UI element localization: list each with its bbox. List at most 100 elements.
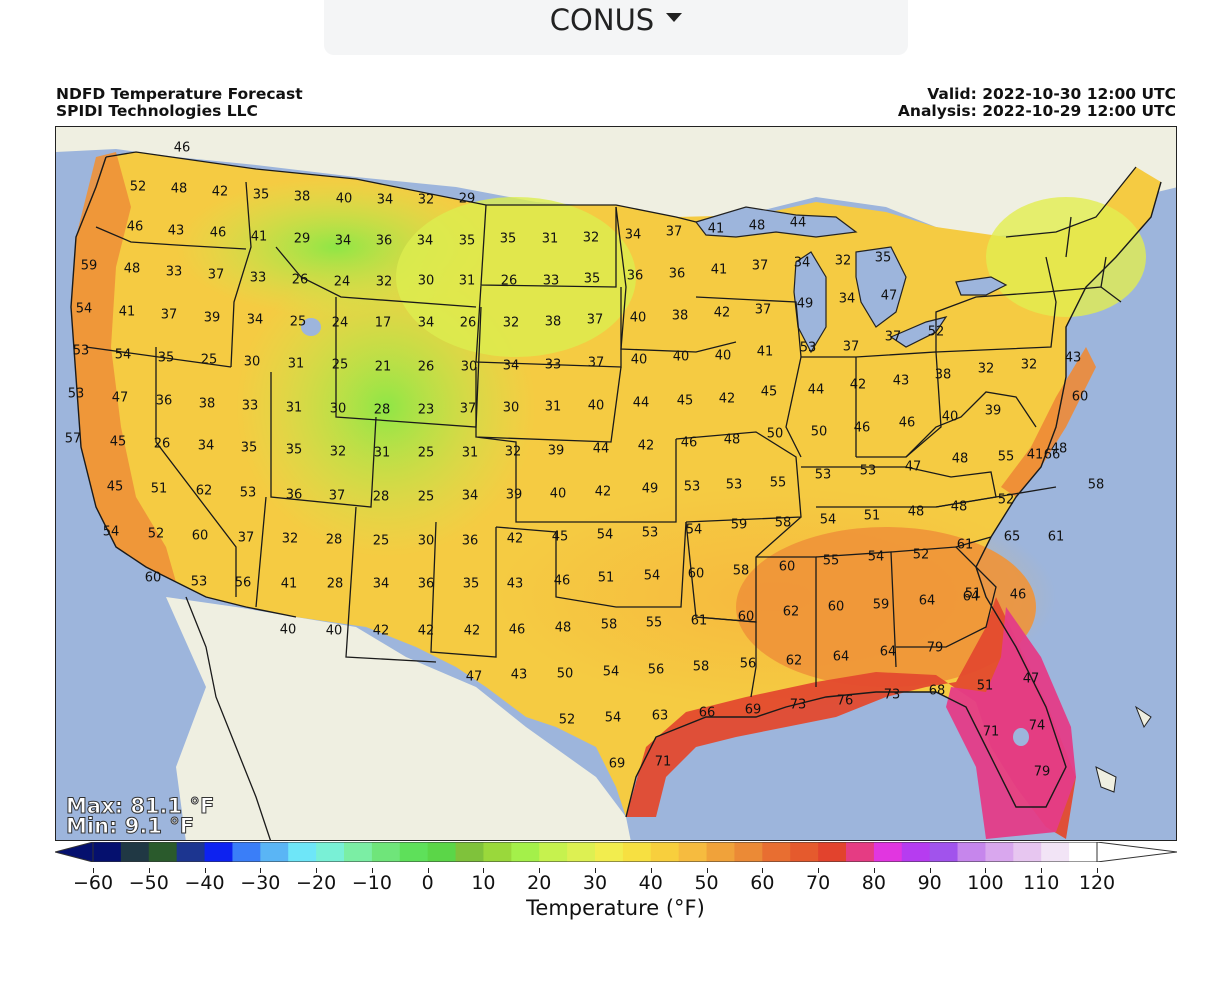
region-dropdown-value: CONUS	[549, 2, 655, 37]
station-temp-label: 71	[982, 724, 1000, 740]
station-temp-label: 50	[556, 666, 574, 682]
station-temp-label: 42	[713, 305, 731, 321]
colorbar-swatch	[455, 842, 485, 862]
station-temp-label: 40	[630, 352, 648, 368]
station-temp-label: 32	[375, 274, 393, 290]
colorbar-tick-mark	[595, 868, 596, 873]
station-temp-label: 40	[325, 623, 343, 639]
colorbar-swatch	[790, 842, 819, 862]
station-temp-label: 32	[417, 192, 435, 208]
colorbar-swatch	[567, 842, 596, 862]
station-temp-label: 51	[863, 508, 881, 524]
colorbar-swatch	[204, 842, 234, 862]
station-temp-label: 34	[793, 255, 811, 271]
station-temp-label: 64	[832, 649, 850, 665]
station-temp-label: 34	[334, 233, 352, 249]
colorbar-swatch	[901, 842, 931, 862]
figure-title: NDFD Temperature Forecast	[56, 85, 303, 103]
station-temp-label: 36	[417, 576, 435, 592]
station-temp-label: 55	[645, 615, 663, 631]
station-temp-label: 40	[587, 398, 605, 414]
station-temp-label: 29	[458, 191, 476, 207]
station-temp-label: 26	[153, 436, 171, 452]
station-temp-label: 55	[997, 449, 1015, 465]
station-temp-label: 31	[541, 231, 559, 247]
station-temp-label: 36	[461, 533, 479, 549]
colorbar-title: Temperature (°F)	[526, 896, 705, 920]
border-in-oh	[801, 351, 942, 458]
station-temp-label: 30	[502, 400, 520, 416]
station-temp-label: 35	[499, 231, 517, 247]
station-temp-label: 79	[1033, 764, 1051, 780]
station-temp-label: 17	[374, 315, 392, 331]
station-temp-label: 34	[197, 438, 215, 454]
figure-header-left: NDFD Temperature Forecast SPIDI Technolo…	[56, 86, 303, 120]
station-temp-label: 52	[927, 324, 945, 340]
max-temp-text: Max: 81.1 °F	[65, 794, 215, 818]
station-temp-label: 40	[549, 486, 567, 502]
coastline-outline	[70, 156, 1162, 818]
station-temp-label: 44	[807, 382, 825, 398]
colorbar-tick-label: 120	[1078, 872, 1116, 894]
station-temp-label: 58	[774, 515, 792, 531]
station-temp-label: 48	[950, 499, 968, 515]
station-temp-label: 35	[285, 442, 303, 458]
station-temp-label: 60	[827, 599, 845, 615]
station-temp-label: 48	[748, 218, 766, 234]
colorbar-swatch	[734, 842, 763, 862]
colorbar-tick-mark	[204, 868, 206, 873]
station-temp-label: 43	[167, 223, 185, 239]
station-temp-label: 32	[504, 444, 522, 460]
state-boundaries	[85, 151, 1137, 698]
station-temp-label: 47	[465, 669, 483, 685]
station-temp-label: 44	[789, 215, 807, 231]
colorbar-tick-mark	[985, 868, 987, 873]
lake-ontario	[955, 276, 1008, 296]
colorbar-swatch	[929, 842, 959, 862]
colorbar-tick-mark	[93, 868, 94, 873]
station-temp-label: 46	[680, 435, 698, 451]
station-temp-label: 56	[234, 575, 252, 591]
station-temp-label: 53	[72, 343, 90, 359]
station-temp-label: 79	[926, 640, 944, 656]
station-temp-label: 39	[505, 487, 523, 503]
station-temp-label: 40	[279, 622, 297, 638]
border-ca-nv	[155, 347, 237, 597]
colorbar-swatch	[120, 842, 150, 862]
station-temp-label: 37	[754, 302, 772, 318]
station-temp-label: 53	[190, 574, 208, 590]
station-temp-label: 32	[1020, 357, 1038, 373]
station-temp-label: 38	[198, 396, 216, 412]
station-temp-label: 35	[157, 350, 175, 366]
station-temp-label: 42	[637, 438, 655, 454]
station-temp-label: 42	[506, 531, 524, 547]
station-temp-label: 35	[458, 233, 476, 249]
station-temp-label: 54	[75, 301, 93, 317]
station-temp-label: 34	[376, 192, 394, 208]
colorbar-swatch	[511, 842, 540, 862]
station-temp-label: 40	[335, 191, 353, 207]
station-temp-label: 34	[246, 312, 264, 328]
station-temp-label: 30	[243, 354, 261, 370]
station-temp-label: 28	[326, 576, 344, 592]
station-temp-label: 45	[760, 384, 778, 400]
colorbar-swatch	[595, 842, 624, 862]
colorbar-tick-mark	[873, 868, 875, 873]
colorbar-swatch	[93, 842, 122, 862]
station-temp-label: 30	[460, 359, 478, 375]
station-temp-label: 39	[203, 310, 221, 326]
region-dropdown[interactable]: CONUS	[324, 0, 908, 55]
station-temp-label: 62	[195, 483, 213, 499]
colorbar-swatch	[1041, 842, 1070, 862]
station-temp-label: 32	[834, 253, 852, 269]
colorbar-swatch	[371, 842, 401, 862]
station-temp-label: 39	[984, 403, 1002, 419]
analysis-time: Analysis: 2022-10-29 12:00 UTC	[897, 102, 1176, 120]
colorbar-swatch	[1069, 842, 1098, 862]
colorbar-tick-label: 80	[861, 872, 886, 894]
station-temp-label: 46	[553, 573, 571, 589]
station-temp-label: 58	[1087, 477, 1105, 493]
station-temp-label: 41	[710, 262, 728, 278]
station-temp-label: 32	[582, 230, 600, 246]
station-temp-label: 42	[372, 623, 390, 639]
